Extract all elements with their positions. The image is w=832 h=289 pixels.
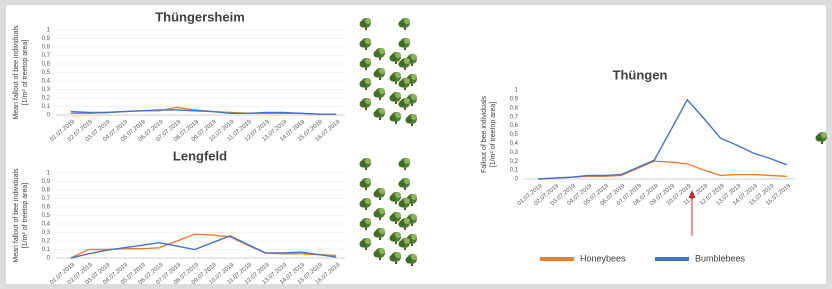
y-tick-label: 0,5 xyxy=(42,213,51,219)
y-axis-label: Fallout of bee individuals xyxy=(481,95,488,173)
chart-title: Lengfeld xyxy=(173,148,227,163)
figure: Thüngersheim Mean fallout of bee individu… xyxy=(0,0,832,289)
y-tick-label: 0,3 xyxy=(42,230,51,236)
y-tick-label: 0,3 xyxy=(510,150,519,156)
chart-title: Thüngen xyxy=(613,67,668,82)
y-tick-label: 0,7 xyxy=(42,53,51,59)
y-tick-label: 0,2 xyxy=(42,239,51,245)
legend-label: Honeybees xyxy=(580,253,626,263)
y-axis-label: Mean fallout of bee individuals xyxy=(13,168,20,263)
y-tick-label: 0,7 xyxy=(42,196,51,202)
y-tick-label: 0,4 xyxy=(42,79,51,85)
y-tick-label: 0,6 xyxy=(42,205,51,211)
chart-title: Thüngersheim xyxy=(155,9,245,24)
y-tick-label: 0,3 xyxy=(42,87,51,93)
y-tick-label: 0,6 xyxy=(510,123,519,129)
y-tick-label: 0,5 xyxy=(42,70,51,76)
y-tick-label: 0,9 xyxy=(42,36,51,42)
y-tick-label: 0,2 xyxy=(42,96,51,102)
y-tick-label: 0,1 xyxy=(42,104,51,110)
y-axis-label: Mean fallout of bee individuals xyxy=(13,25,20,120)
y-tick-label: 0,2 xyxy=(510,159,519,165)
legend-label: Bumblebees xyxy=(695,253,746,263)
y-tick-label: 0,1 xyxy=(510,168,519,174)
y-tick-label: 0,4 xyxy=(42,222,51,228)
y-tick-label: 0,8 xyxy=(42,188,51,194)
y-tick-label: 0,1 xyxy=(42,247,51,253)
y-tick-label: 0,9 xyxy=(42,179,51,185)
y-tick-label: 0,8 xyxy=(510,105,519,111)
y-tick-label: 0,4 xyxy=(510,141,519,147)
y-axis-label: [1/m² of treetop area] xyxy=(22,40,29,105)
y-tick-label: 0,9 xyxy=(510,96,519,102)
y-axis-label: [1/m² of treetop area] xyxy=(490,102,497,167)
y-tick-label: 0,5 xyxy=(510,132,519,138)
y-tick-label: 0,6 xyxy=(42,62,51,68)
y-tick-label: 0,7 xyxy=(510,114,519,120)
y-axis-label: [1/m² of treetop area] xyxy=(22,183,29,248)
y-tick-label: 0,8 xyxy=(42,45,51,51)
